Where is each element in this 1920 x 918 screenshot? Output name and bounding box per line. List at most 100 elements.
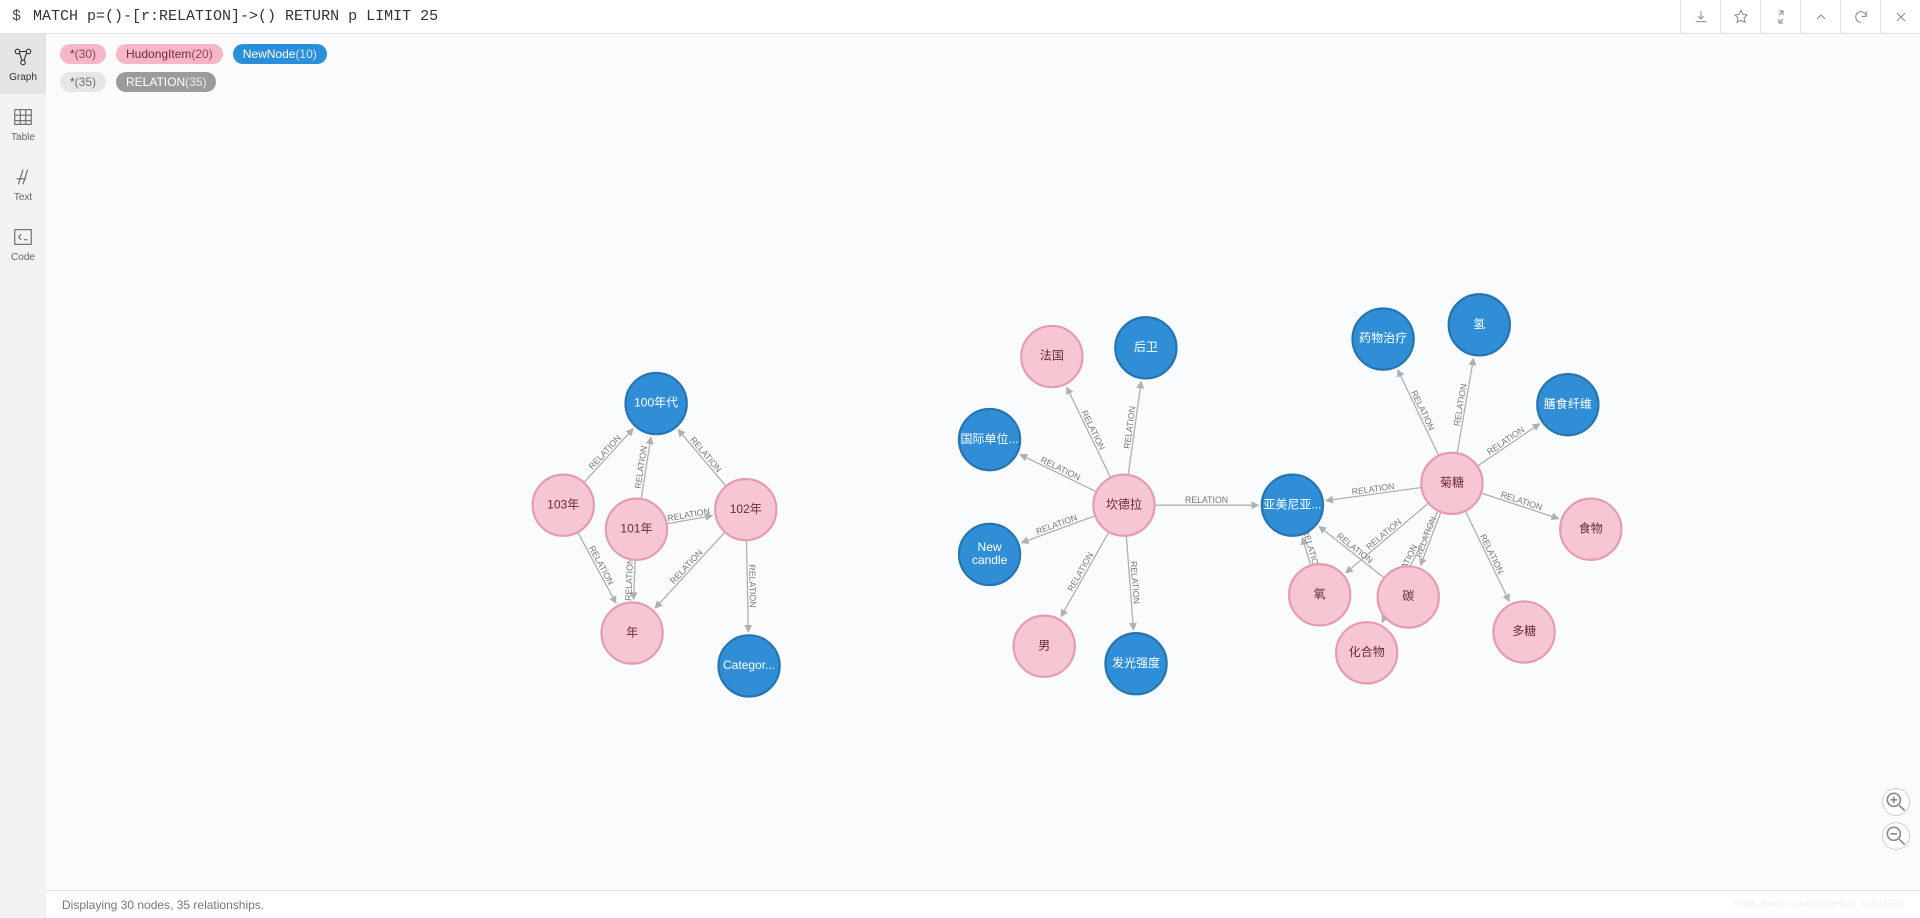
- label-pill[interactable]: NewNode(10): [233, 44, 327, 64]
- graph-node[interactable]: 坎德拉: [1093, 475, 1154, 536]
- graph-area[interactable]: RELATIONRELATIONRELATIONRELATIONRELATION…: [46, 92, 1920, 890]
- sidebar: Graph Table Text Code: [0, 34, 46, 918]
- graph-edge[interactable]: RELATION: [1398, 370, 1439, 456]
- svg-text:RELATION: RELATION: [587, 544, 616, 587]
- graph-edge[interactable]: RELATION: [1413, 512, 1441, 565]
- label-pill[interactable]: RELATION(35): [116, 72, 216, 92]
- svg-text:RELATION: RELATION: [1409, 389, 1437, 432]
- query-prompt: $: [0, 8, 33, 25]
- download-icon[interactable]: [1680, 0, 1720, 33]
- svg-text:RELATION: RELATION: [688, 435, 723, 474]
- graph-edge[interactable]: RELATION: [1452, 358, 1474, 453]
- graph-edge[interactable]: RELATION: [678, 429, 726, 486]
- graph-edge[interactable]: RELATION: [1481, 489, 1559, 518]
- sidebar-item-text[interactable]: Text: [0, 154, 46, 214]
- main: Graph Table Text Code *(30) HudongItem(20…: [0, 34, 1920, 918]
- svg-text:RELATION: RELATION: [1364, 516, 1403, 551]
- graph-edge[interactable]: RELATION: [1067, 387, 1111, 478]
- graph-node[interactable]: 膳食纤维: [1537, 374, 1598, 435]
- svg-text:RELATION: RELATION: [668, 547, 705, 585]
- query-text[interactable]: MATCH p=()-[r:RELATION]->() RETURN p LIM…: [33, 8, 1680, 25]
- zoom-controls: [1882, 788, 1910, 850]
- graph-edge[interactable]: RELATION: [1061, 532, 1109, 617]
- label-pill-count: (35): [185, 75, 206, 89]
- graph-node[interactable]: Newcandle: [959, 524, 1020, 585]
- label-pill-count: (10): [295, 47, 316, 61]
- zoom-in-icon[interactable]: [1882, 788, 1910, 816]
- zoom-out-icon[interactable]: [1882, 822, 1910, 850]
- sidebar-item-table[interactable]: Table: [0, 94, 46, 154]
- graph-edge[interactable]: RELATION: [1346, 503, 1429, 573]
- graph-node[interactable]: 多糖: [1494, 601, 1555, 662]
- graph-node[interactable]: 发光强度: [1105, 633, 1166, 694]
- label-pill-count: (20): [191, 47, 212, 61]
- label-pill[interactable]: *(35): [60, 72, 106, 92]
- graph-edge[interactable]: RELATION: [746, 540, 758, 632]
- graph-edge[interactable]: RELATION: [1122, 381, 1142, 475]
- graph-edge[interactable]: RELATION: [1477, 424, 1540, 466]
- query-toolbar: [1680, 0, 1920, 33]
- graph-node[interactable]: 亚美尼亚...: [1262, 475, 1323, 536]
- svg-text:RELATION: RELATION: [747, 564, 758, 607]
- refresh-icon[interactable]: [1840, 0, 1880, 33]
- graph-node[interactable]: 食物: [1560, 499, 1621, 560]
- pin-icon[interactable]: [1720, 0, 1760, 33]
- graph-node[interactable]: 100年代: [626, 373, 687, 434]
- graph-node[interactable]: 氢: [1449, 294, 1510, 355]
- graph-node[interactable]: 化合物: [1336, 622, 1397, 683]
- graph-edge[interactable]: RELATION: [1326, 481, 1422, 501]
- graph-node[interactable]: 氧: [1289, 564, 1350, 625]
- close-icon[interactable]: [1880, 0, 1920, 33]
- graph-edge[interactable]: RELATION: [1126, 536, 1141, 630]
- sidebar-item-code[interactable]: Code: [0, 214, 46, 274]
- svg-text:RELATION: RELATION: [667, 506, 711, 523]
- graph-node[interactable]: 男: [1014, 616, 1075, 677]
- svg-text:RELATION: RELATION: [1478, 532, 1506, 575]
- label-pill-count: (30): [75, 47, 96, 61]
- sidebar-item-label: Code: [11, 252, 35, 263]
- collapse-icon[interactable]: [1760, 0, 1800, 33]
- watermark: https://blog.csdn.net/weixin_41104835: [1735, 899, 1904, 910]
- graph-edge[interactable]: RELATION: [1155, 495, 1259, 505]
- graph-edge[interactable]: RELATION: [1020, 454, 1096, 491]
- graph-node[interactable]: 101年: [606, 499, 667, 560]
- graph-edge[interactable]: RELATION: [655, 532, 725, 608]
- status-bar: Displaying 30 nodes, 35 relationships. h…: [46, 890, 1920, 918]
- graph-canvas[interactable]: RELATIONRELATIONRELATIONRELATIONRELATION…: [46, 92, 1920, 890]
- graph-edge[interactable]: RELATION: [584, 429, 633, 483]
- graph-node[interactable]: 药物治疗: [1352, 308, 1413, 369]
- graph-node[interactable]: 年: [601, 603, 662, 664]
- svg-text:RELATION: RELATION: [1185, 495, 1228, 505]
- chevron-up-icon[interactable]: [1800, 0, 1840, 33]
- label-pill[interactable]: *(30): [60, 44, 106, 64]
- graph-node[interactable]: 法国: [1021, 326, 1082, 387]
- svg-text:RELATION: RELATION: [1079, 409, 1107, 452]
- label-pill[interactable]: HudongItem(20): [116, 44, 223, 64]
- graph-node[interactable]: 103年: [533, 475, 594, 536]
- svg-text:RELATION: RELATION: [1499, 489, 1543, 512]
- graph-edge[interactable]: RELATION: [623, 558, 635, 601]
- svg-text:RELATION: RELATION: [1485, 424, 1526, 456]
- svg-text:RELATION: RELATION: [623, 558, 635, 601]
- node-labels-row: *(30) HudongItem(20) NewNode(10): [60, 44, 1906, 64]
- graph-edge[interactable]: RELATION: [1465, 511, 1509, 602]
- label-pill-count: (35): [75, 75, 96, 89]
- content: *(30)HudongItem(20)NewNode(10) *(35)RELA…: [46, 34, 1920, 918]
- graph-node[interactable]: Categor...: [718, 635, 779, 696]
- graph-edge[interactable]: RELATION: [1021, 512, 1095, 542]
- graph-edge[interactable]: RELATION: [633, 437, 651, 499]
- graph-node[interactable]: 菊糖: [1421, 453, 1482, 514]
- svg-text:RELATION: RELATION: [1039, 455, 1082, 483]
- graph-edge[interactable]: RELATION: [667, 506, 713, 524]
- label-pills: *(30) HudongItem(20) NewNode(10) *(35) RELA…: [46, 34, 1920, 92]
- svg-text:RELATION: RELATION: [1452, 383, 1469, 427]
- status-text: Displaying 30 nodes, 35 relationships.: [62, 898, 264, 912]
- sidebar-item-graph[interactable]: Graph: [0, 34, 46, 94]
- graph-node[interactable]: 国际单位...: [959, 409, 1020, 470]
- svg-text:RELATION: RELATION: [587, 433, 623, 472]
- sidebar-item-label: Text: [14, 192, 32, 203]
- graph-node[interactable]: 后卫: [1115, 317, 1176, 378]
- graph-node[interactable]: 碳: [1378, 566, 1439, 627]
- sidebar-item-label: Graph: [9, 72, 37, 83]
- graph-node[interactable]: 102年: [715, 479, 776, 540]
